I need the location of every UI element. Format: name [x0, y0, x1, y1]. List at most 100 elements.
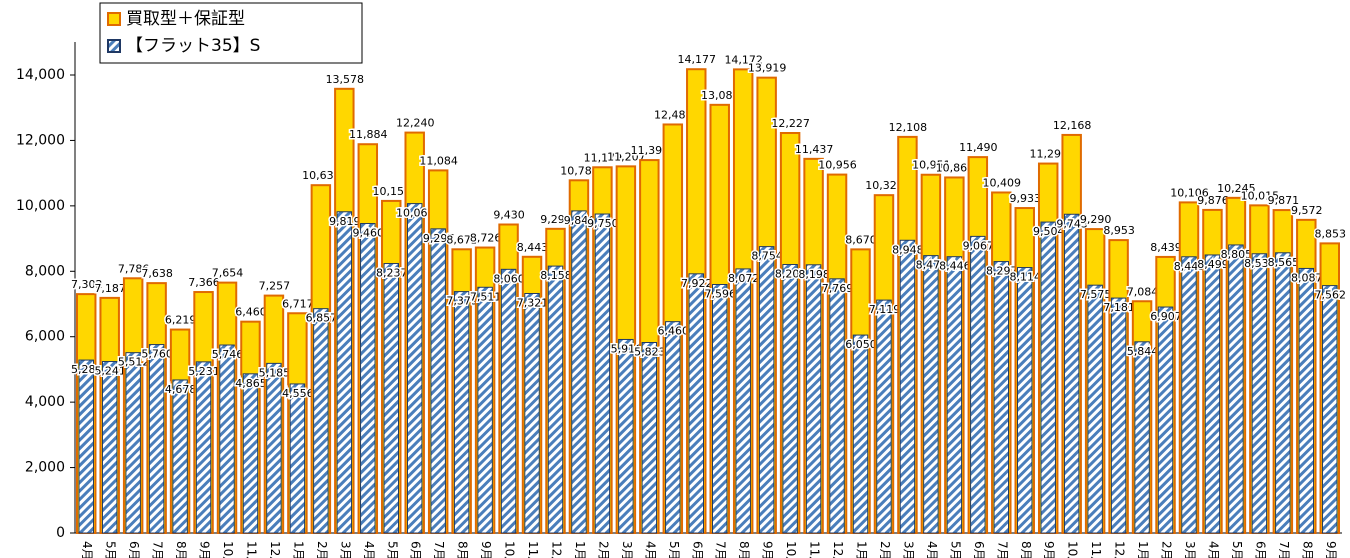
x-tick-label: 2月: [878, 541, 892, 558]
value-label: 11,293: [1029, 148, 1068, 161]
value-label: 9,750: [587, 217, 619, 230]
value-label: 9,743: [1056, 217, 1088, 230]
bar: [946, 256, 963, 534]
bar: [970, 235, 986, 534]
value-label: 8,672: [446, 233, 478, 246]
bar: [618, 338, 634, 534]
value-label: 5,746: [212, 348, 244, 361]
x-tick-label: 6月: [409, 541, 423, 558]
x-tick-label: 9月: [479, 541, 493, 558]
x-tick-label: 6月: [690, 541, 704, 558]
x-tick-label: 9月: [1324, 541, 1338, 558]
x-tick-label: 5月: [667, 541, 681, 558]
value-label: 9,572: [1291, 204, 1323, 217]
value-label: 8,297: [986, 265, 1018, 278]
value-label: 7,119: [869, 303, 901, 316]
bar: [266, 362, 282, 534]
value-label: 8,953: [1103, 224, 1135, 237]
value-label: 10,632: [302, 169, 341, 182]
bar: [195, 361, 212, 534]
x-tick-label: 7月: [1277, 541, 1291, 558]
bar: [430, 228, 446, 534]
value-label: 9,871: [1268, 194, 1300, 207]
x-tick-label: 1月: [855, 541, 869, 558]
value-label: 8,565: [1268, 256, 1300, 269]
legend-swatch: [107, 39, 121, 53]
value-label: 12,488: [654, 108, 693, 121]
value-label: 9,067: [963, 239, 995, 252]
value-label: 5,231: [188, 365, 220, 378]
x-tick-label: 4月: [1206, 541, 1220, 558]
value-label: 8,439: [1150, 241, 1182, 254]
value-label: 7,786: [118, 262, 150, 275]
bar: [1204, 254, 1221, 534]
value-label: 10,409: [983, 176, 1022, 189]
x-tick-label: 11月: [1089, 541, 1103, 558]
value-label: 7,321: [517, 296, 549, 309]
value-label: 6,857: [306, 312, 338, 325]
bar: [172, 379, 188, 534]
bar: [993, 261, 1010, 534]
x-tick-label: 3月: [620, 541, 634, 558]
value-label: 12,240: [396, 117, 435, 130]
x-tick-label: 8月: [174, 541, 188, 558]
value-label: 9,430: [493, 209, 525, 222]
value-label: 6,717: [282, 297, 314, 310]
bar: [1134, 341, 1150, 534]
value-label: 10,106: [1170, 186, 1209, 199]
value-label: 5,286: [71, 363, 103, 376]
x-tick-label: 8月: [1300, 541, 1314, 558]
value-label: 7,084: [1127, 285, 1159, 298]
bar: [712, 284, 728, 534]
bar: [242, 373, 259, 534]
value-label: 8,198: [798, 268, 830, 281]
value-label: 8,754: [751, 250, 783, 263]
legend-box: [99, 2, 363, 64]
value-label: 5,512: [118, 356, 150, 369]
value-label: 7,257: [259, 280, 291, 293]
bar: [1157, 306, 1174, 534]
value-label: 8,087: [1291, 271, 1323, 284]
bar: [594, 213, 611, 534]
bar: [1110, 297, 1127, 534]
value-label: 12,168: [1053, 119, 1092, 132]
bar: [78, 359, 94, 534]
value-label: 13,088: [701, 89, 740, 102]
bar: [1275, 252, 1291, 534]
value-label: 6,460: [235, 306, 267, 319]
value-label: 6,219: [165, 314, 197, 327]
value-label: 11,490: [959, 141, 998, 154]
x-tick-label: 7月: [995, 541, 1009, 558]
value-label: 9,819: [329, 215, 361, 228]
x-tick-label: 4月: [80, 541, 94, 558]
y-tick-label: 10,000: [16, 198, 65, 214]
x-tick-label: 11月: [526, 541, 540, 558]
bar: [1322, 285, 1338, 534]
value-label: 4,865: [235, 377, 267, 390]
bar: [336, 211, 353, 534]
value-label: 7,922: [681, 277, 713, 290]
value-label: 7,562: [1315, 289, 1347, 302]
value-label: 9,460: [353, 227, 385, 240]
value-label: 8,853: [1315, 227, 1347, 240]
value-label: 8,479: [916, 259, 948, 272]
x-tick-label: 1月: [1136, 541, 1150, 558]
x-tick-label: 1月: [291, 541, 305, 558]
value-label: 8,948: [892, 243, 924, 256]
x-tick-label: 5月: [385, 541, 399, 558]
value-label: 14,177: [678, 53, 717, 66]
x-tick-label: 11月: [808, 541, 822, 558]
value-label: 9,290: [1080, 213, 1112, 226]
value-label: 10,015: [1241, 189, 1280, 202]
y-tick-label: 2,000: [25, 460, 65, 476]
value-label: 14,172: [724, 53, 763, 66]
value-label: 5,241: [94, 365, 126, 378]
value-label: 7,654: [212, 267, 244, 280]
x-tick-label: 8月: [456, 541, 470, 558]
value-label: 5,916: [611, 342, 643, 355]
value-label: 8,446: [939, 260, 971, 273]
value-label: 9,933: [1010, 192, 1042, 205]
bar: [758, 246, 775, 534]
bar: [1251, 253, 1268, 534]
x-tick-label: 2月: [315, 541, 329, 558]
